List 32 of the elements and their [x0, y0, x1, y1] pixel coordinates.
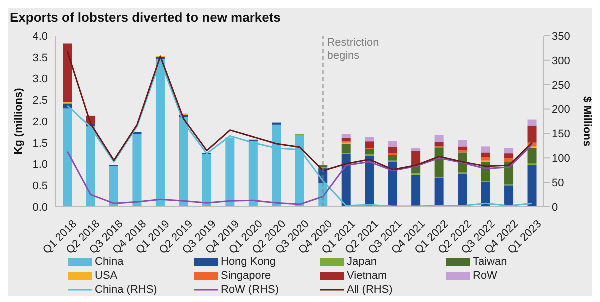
y2-tick-label: 350 — [552, 30, 570, 43]
legend-label: China — [95, 256, 124, 268]
y2-tick-label: 50 — [552, 177, 564, 190]
y2-tick-label: 300 — [552, 55, 570, 68]
y-tick-label: 2.5 — [32, 95, 48, 108]
legend-label: All (RHS) — [347, 284, 393, 296]
y2-tick-label: 0 — [552, 202, 558, 214]
legend-label: China (RHS) — [95, 284, 158, 296]
y-tick-label: 4.0 — [32, 30, 48, 43]
legend-label: USA — [95, 270, 118, 282]
legend-label: Singapore — [221, 270, 272, 282]
y2-axis-title: $ Millions — [581, 96, 594, 147]
legend-label: Vietnam — [347, 270, 388, 282]
y2-tick-label: 250 — [552, 80, 570, 92]
y2-tick-label: 100 — [552, 153, 570, 166]
y-tick-label: 1.0 — [32, 159, 48, 172]
y-tick-label: 1.5 — [32, 138, 48, 150]
legend-label: Hong Kong — [221, 256, 276, 268]
legend-label: Taiwan — [473, 256, 508, 268]
legend-label: RoW — [473, 270, 498, 282]
y2-tick-label: 200 — [552, 104, 570, 116]
y-axis-title: Kg (millions) — [12, 88, 25, 155]
y-tick-label: 0.5 — [32, 180, 48, 193]
legend-label: RoW (RHS) — [221, 284, 280, 296]
y-tick-label: 3.0 — [32, 74, 48, 86]
y-tick-label: 3.5 — [32, 52, 48, 64]
y2-tick-label: 150 — [552, 128, 570, 141]
y-tick-label: 2.0 — [32, 116, 48, 128]
chart-title: Exports of lobsters diverted to new markets — [9, 9, 282, 27]
legend-label: Japan — [347, 256, 377, 268]
y-tick-label: 0.0 — [32, 202, 48, 214]
ref-line-label: Restriction begins — [327, 37, 380, 62]
